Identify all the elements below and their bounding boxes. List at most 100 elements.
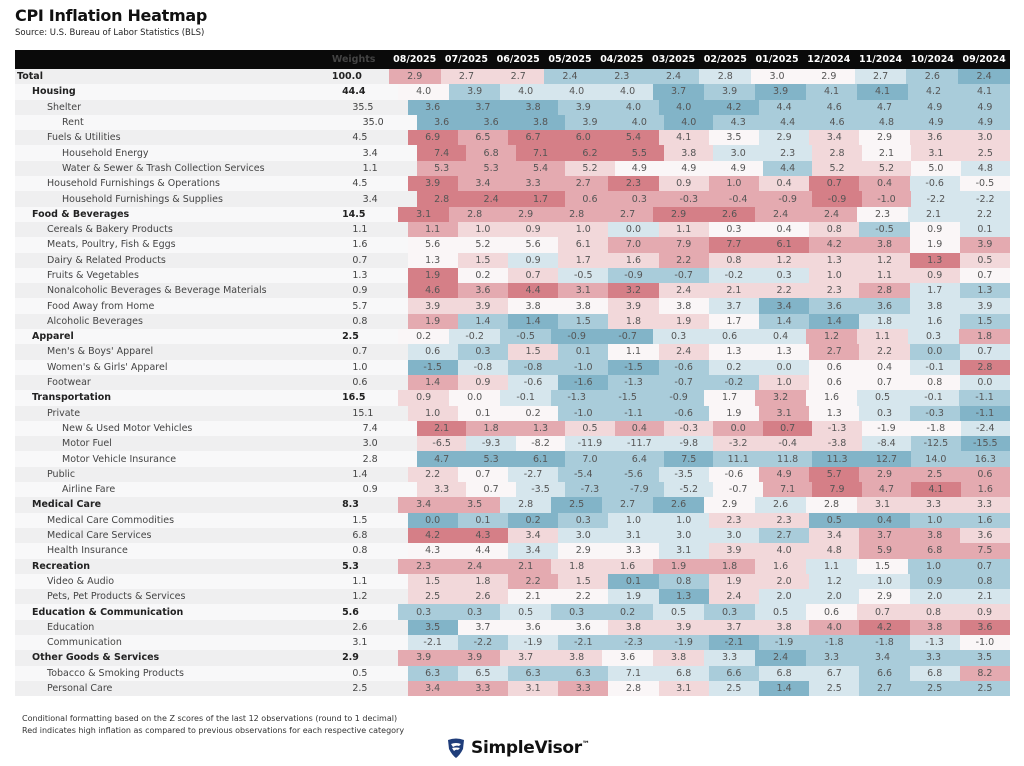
heatmap-cell: -0.7 — [713, 482, 763, 498]
heatmap-cell: 3.0 — [959, 130, 1010, 146]
heatmap-cell: -0.5 — [959, 176, 1010, 192]
row-label: Water & Sewer & Trash Collection Service… — [62, 162, 265, 174]
heatmap-cell: 0.1 — [608, 573, 659, 590]
heatmap-cell: -1.1 — [608, 405, 659, 421]
row-weight: 0.5 — [352, 667, 368, 679]
heatmap-cell: 0.0 — [713, 420, 763, 437]
heatmap-cell: 2.7 — [859, 680, 910, 697]
row-label: Household Furnishings & Operations — [47, 178, 220, 190]
row-weight: 2.5 — [352, 683, 368, 695]
heatmap-cell: 2.6 — [704, 206, 756, 222]
heatmap-cell: 0.3 — [398, 604, 450, 620]
heatmap-cell: 0.3 — [457, 344, 508, 360]
heatmap-cell: 4.7 — [859, 99, 910, 115]
heatmap-cell: 3.3 — [908, 497, 959, 513]
heatmap-cell: -1.9 — [758, 634, 810, 651]
heatmap-cell: 16.3 — [960, 451, 1011, 467]
heatmap-cell: 0.0 — [758, 359, 810, 375]
heatmap-cell: 5.4 — [515, 160, 566, 177]
heatmap-cell: 1.0 — [758, 374, 810, 391]
heatmap-cell: 3.6 — [558, 619, 609, 635]
table-row: Video & Audio 1.1 1.5 1.8 2.2 1.5 0.1 0.8 1.9 2.0… — [15, 573, 1010, 590]
heatmap-cell: 3.5 — [959, 650, 1010, 666]
heatmap-cell: 2.9 — [859, 130, 910, 146]
heatmap-cell: 6.4 — [614, 451, 665, 467]
heatmap-cell: -9.8 — [664, 436, 714, 452]
heatmap-cell: 1.3 — [809, 405, 860, 421]
heatmap-cell: -1.1 — [959, 390, 1010, 406]
heatmap-cell: 2.4 — [449, 558, 501, 574]
heatmap-cell: 3.4 — [809, 130, 860, 146]
heatmap-cell: 2.7 — [602, 497, 654, 513]
heatmap-cell: 6.8 — [909, 665, 960, 681]
heatmap-cell: -2.4 — [960, 420, 1011, 437]
heatmap-cell: 1.1 — [859, 267, 910, 284]
heatmap-cell: 4.9 — [911, 114, 961, 131]
heatmap-cell: 2.1 — [861, 145, 912, 161]
row-weight: 4.5 — [352, 132, 368, 144]
row-label: Private — [47, 407, 81, 419]
row-weight: 14.5 — [342, 208, 366, 220]
heatmap-cell: 2.3 — [708, 512, 759, 528]
heatmap-cell: 3.4 — [857, 650, 909, 666]
heatmap-cell: -11.7 — [614, 436, 665, 452]
heatmap-cell: -0.9 — [608, 267, 659, 284]
heatmap-cell: 5.6 — [507, 237, 559, 253]
row-weight: 4.5 — [352, 178, 368, 190]
heatmap-cell: 4.4 — [457, 543, 508, 559]
heatmap-cell: -1.3 — [812, 420, 862, 437]
heatmap-cell: 3.1 — [558, 283, 609, 299]
heatmap-cell: 4.4 — [762, 114, 813, 131]
heatmap-cell: 3.8 — [658, 298, 709, 314]
row-weight: 8.3 — [342, 499, 359, 511]
heatmap-cell: 0.5 — [653, 604, 705, 620]
heatmap-cell: 0.3 — [551, 604, 603, 620]
heatmap-cell: -0.2 — [708, 267, 759, 284]
row-weight: 2.5 — [342, 331, 359, 343]
heatmap-cell: 1.6 — [959, 512, 1010, 528]
heatmap-cell: 3.2 — [755, 390, 807, 406]
heatmap-cell: 1.4 — [809, 313, 860, 330]
heatmap-cell: 0.2 — [507, 512, 559, 528]
heatmap-cell: 3.1 — [507, 680, 559, 697]
heatmap-cell: 3.1 — [608, 527, 659, 544]
table-row: Housing 44.4 4.0 3.9 4.0 4.0 4.0 3.7 3.9 3.9 4.1 4.… — [15, 84, 1010, 100]
heatmap-cell: 4.9 — [959, 99, 1010, 115]
heatmap-cell: 1.6 — [806, 390, 858, 406]
table-row: Men's & Boys' Apparel 0.7 0.6 0.3 1.5 0.1 1.1 2… — [15, 344, 1010, 360]
heatmap-cell: 2.5 — [407, 589, 458, 605]
heatmap-cell: 4.1 — [857, 84, 909, 100]
heatmap-cell: 1.5 — [558, 573, 609, 590]
heatmap-cell: -0.9 — [812, 191, 862, 207]
heatmap-cell: 1.0 — [558, 221, 609, 238]
heatmap-cell: 1.8 — [959, 329, 1010, 345]
heatmap-cell: 0.8 — [909, 374, 960, 391]
heatmap-cell: -5.2 — [664, 482, 714, 498]
heatmap-cell: 1.8 — [859, 313, 910, 330]
heatmap-cell: 3.5 — [449, 497, 501, 513]
heatmap-cell: 3.7 — [457, 99, 508, 115]
heatmap-cell: 3.0 — [713, 145, 763, 161]
row-weight: 5.6 — [342, 606, 359, 618]
heatmap-cell: 1.8 — [457, 573, 508, 590]
heatmap-cell: -1.3 — [909, 634, 960, 651]
table-row: Alcoholic Beverages 0.8 1.9 1.4 1.4 1.5 1.8 1.9… — [15, 313, 1010, 330]
heatmap-cell: -1.0 — [959, 634, 1010, 651]
heatmap-cell: 6.0 — [558, 130, 609, 146]
heatmap-cell: 3.7 — [859, 527, 910, 544]
heatmap-cell: -0.5 — [558, 267, 609, 284]
heatmap-cell: 7.9 — [658, 237, 709, 253]
heatmap-cell: 2.3 — [758, 512, 810, 528]
table-row: Household Furnishings & Supplies 3.4 2.8 2.… — [15, 191, 1011, 207]
heatmap-cell: 6.8 — [466, 145, 516, 161]
table-row: Airline Fare 0.9 3.3 0.7 -3.5 -7.3 -7.9 -5.2 -0.… — [15, 482, 1011, 498]
heatmap-cell: 1.4 — [407, 374, 458, 391]
heatmap-cell: 4.1 — [658, 130, 709, 146]
row-label: Recreation — [32, 560, 91, 572]
heatmap-cell: -0.6 — [658, 359, 709, 375]
header-month: 08/2025 — [393, 54, 437, 65]
row-label: Personal Care — [47, 683, 113, 695]
heatmap-cell: 4.2 — [407, 527, 458, 544]
row-weight: 15.1 — [352, 407, 374, 419]
heatmap-cell: 7.5 — [959, 543, 1010, 559]
